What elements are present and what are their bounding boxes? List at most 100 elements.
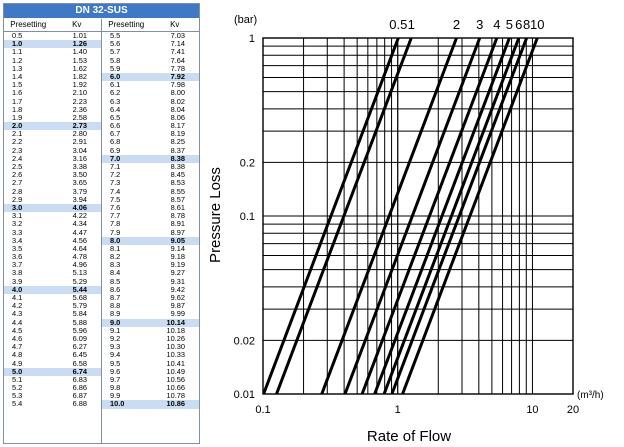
- table-row: 5.5 7.03: [102, 31, 199, 40]
- table-row: 1.6 2.10: [4, 89, 101, 97]
- kv-cell: 6.88: [72, 399, 87, 409]
- table-title: DN 32-SUS: [4, 4, 199, 18]
- table-row: 5.8 7.64: [102, 56, 199, 65]
- presetting-cell: 0.5: [12, 31, 23, 40]
- kv-cell: 9.18: [170, 252, 185, 262]
- kv-cell: 8.78: [170, 211, 185, 221]
- kv-cell: 9.42: [170, 284, 185, 294]
- kv-cell: 7.41: [170, 47, 185, 57]
- series-line-0.5: [262, 37, 400, 395]
- presetting-cell: 2.4: [12, 153, 23, 163]
- presetting-cell: 7.4: [110, 186, 121, 196]
- table-row: 8.5 9.31: [102, 277, 199, 286]
- presetting-cell: 3.6: [12, 252, 23, 262]
- kv-cell: 1.62: [72, 63, 87, 73]
- kv-cell: 1.26: [72, 39, 87, 49]
- table-row: 8.7 9.62: [102, 293, 199, 302]
- table-row: 3.1 4.22: [4, 211, 101, 221]
- presetting-cell: 2.3: [12, 145, 23, 155]
- x-axis-label: Rate of Flow: [367, 428, 451, 445]
- table-row: 3.6 4.78: [4, 252, 101, 262]
- y-tick-label: 0.01: [234, 389, 255, 401]
- table-row: 8.8 9.87: [102, 301, 199, 311]
- kv-cell: 3.79: [72, 186, 87, 196]
- presetting-cell: 7.8: [110, 219, 121, 229]
- table-row: 7.3 8.53: [102, 179, 199, 187]
- kv-cell: 3.65: [72, 178, 87, 188]
- x-tick-label: 1: [395, 404, 401, 416]
- table-column-right: Presetting Kv 5.5 7.03 5.6 7.14 5.7 7.41 5.8 7.…: [101, 19, 199, 443]
- table-row: 8.2 9.18: [102, 252, 199, 262]
- kv-cell: 10.56: [166, 374, 185, 384]
- kv-cell: 5.96: [72, 325, 87, 335]
- presetting-cell: 8.7: [110, 293, 121, 302]
- presetting-cell: 5.7: [110, 47, 121, 57]
- presetting-cell: 9.9: [110, 391, 121, 401]
- kv-cell: 10.41: [166, 358, 185, 368]
- table-row: 3.9 5.29: [4, 276, 101, 286]
- kv-cell: 8.38: [170, 153, 185, 163]
- table-row: 4.4 5.88: [4, 318, 101, 327]
- table-row: 9.1 10.18: [102, 326, 199, 335]
- kv-cell: 2.80: [72, 129, 87, 139]
- presetting-cell: 2.5: [12, 162, 23, 171]
- presetting-cell: 8.8: [110, 301, 121, 311]
- presetting-cell: 5.5: [110, 31, 121, 40]
- table-row: 4.2 5.79: [4, 301, 101, 311]
- presetting-cell: 3.9: [12, 276, 23, 286]
- presetting-cell: 1.0: [12, 39, 23, 49]
- table-row: 1.3 1.62: [4, 63, 101, 73]
- presetting-cell: 2.8: [12, 186, 23, 196]
- presetting-cell: 1.3: [12, 63, 23, 73]
- table-row: 2.3 3.04: [4, 145, 101, 155]
- table-row: 1.5 1.92: [4, 80, 101, 90]
- kv-cell: 2.58: [72, 112, 87, 122]
- kv-cell: 5.79: [72, 301, 87, 311]
- kv-cell: 1.82: [72, 71, 87, 81]
- presetting-cell: 1.5: [12, 80, 23, 90]
- presetting-cell: 6.2: [110, 88, 121, 98]
- table-row: 7.7 8.78: [102, 211, 199, 221]
- presetting-cell: 3.5: [12, 243, 23, 253]
- presetting-cell: 4.2: [12, 301, 23, 311]
- presetting-cell: 10.0: [110, 399, 125, 409]
- kv-cell: 10.26: [166, 333, 185, 343]
- kv-cell: 3.04: [72, 145, 87, 155]
- kv-cell: 8.25: [170, 137, 185, 147]
- series-label-1: 1: [408, 17, 415, 32]
- table-row: 2.6 3.50: [4, 170, 101, 179]
- presetting-cell: 6.9: [110, 145, 121, 155]
- kv-cell: 6.09: [72, 333, 87, 343]
- kv-cell: 4.96: [72, 260, 87, 270]
- series-label-2: 2: [453, 17, 460, 32]
- kv-cell: 9.87: [170, 301, 185, 311]
- kv-cell: 2.10: [72, 88, 87, 98]
- presetting-cell: 3.4: [12, 235, 23, 245]
- table-row: 0.5 1.01: [4, 31, 101, 40]
- table-row: 2.2 2.91: [4, 138, 101, 146]
- table-row: 2.9 3.94: [4, 195, 101, 204]
- table-row: 10.0 10.86: [102, 399, 199, 409]
- kv-cell: 8.61: [170, 202, 185, 212]
- table-row: 5.9 7.78: [102, 64, 199, 73]
- kv-cell: 4.22: [72, 211, 87, 221]
- presetting-cell: 3.7: [12, 260, 23, 270]
- y-axis-label: Pressure Loss: [207, 167, 224, 263]
- kv-cell: 8.02: [170, 96, 185, 106]
- kv-cell: 1.01: [72, 31, 87, 40]
- table-row: 4.5 5.96: [4, 325, 101, 335]
- presetting-cell: 1.8: [12, 104, 23, 114]
- kv-cell: 6.45: [72, 350, 87, 360]
- presetting-cell: 6.3: [110, 96, 121, 106]
- presetting-cell: 7.1: [110, 162, 121, 171]
- presetting-cell: 4.7: [12, 342, 23, 352]
- table-row: 7.5 8.57: [102, 195, 199, 204]
- x-unit-label: (m³/h): [577, 390, 604, 401]
- series-label-10: 10: [530, 17, 544, 32]
- series-line-8: [390, 37, 529, 395]
- table-row: 5.1 6.83: [4, 375, 101, 384]
- presetting-cell: 6.7: [110, 129, 121, 139]
- kv-cell: 2.36: [72, 104, 87, 114]
- series-label-5: 5: [506, 17, 513, 32]
- table-row: 7.1 8.38: [102, 162, 199, 171]
